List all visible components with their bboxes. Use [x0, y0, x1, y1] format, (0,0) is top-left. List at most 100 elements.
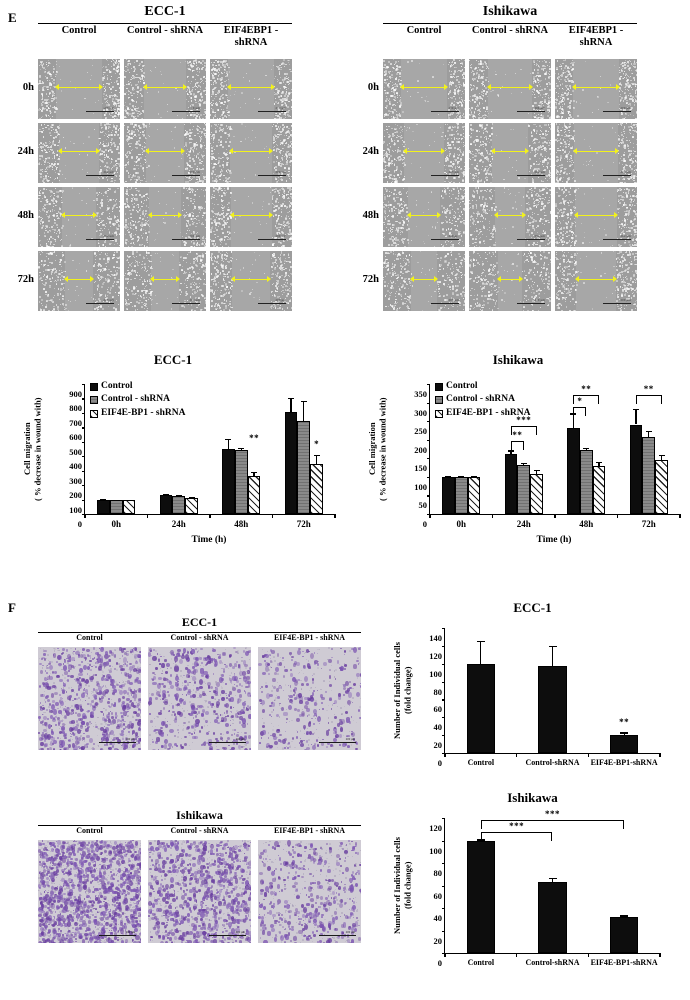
wound-healing-image: 200 µm [210, 59, 292, 119]
scale-bar [208, 741, 246, 743]
row-label-0h: 0h [6, 82, 34, 93]
scale-bar [603, 238, 631, 240]
x-tick-label: 48h [234, 519, 248, 529]
scale-bar-label: 200 µm [126, 930, 135, 934]
wound-healing-image: 200 µm [210, 251, 292, 311]
wound-width-arrow [402, 148, 446, 155]
wound-healing-image: 200 µm [555, 59, 637, 119]
wound-healing-image: 200 µm [469, 251, 551, 311]
error-bar [623, 732, 625, 736]
error-bar [551, 877, 554, 883]
x-tick-label: Control-shRNA [525, 758, 579, 767]
legend-swatch-0 [435, 382, 443, 391]
chart-legend: Control Control - shRNA EIF4E-BP1 - shRNA [90, 380, 185, 420]
legend-label-1: Control - shRNA [101, 393, 170, 406]
x-tick-mark [491, 514, 494, 518]
scale-bar-label: 200 µm [448, 170, 459, 174]
error-cap [520, 463, 527, 465]
error-cap [300, 400, 307, 402]
y-tick-mark [441, 840, 445, 842]
bar-24h-Control-shRNA [172, 495, 186, 514]
wound-width-arrow [406, 212, 442, 219]
y-tick-mark [81, 398, 85, 400]
bar-48h-Control-shRNA [579, 450, 593, 514]
bar-72h-Control-shRNA [642, 437, 656, 514]
wound-gap [400, 59, 448, 119]
y-tick-mark [81, 470, 85, 472]
x-tick-mark [209, 514, 211, 518]
plot-area: 0 100 200 300 400 500 600 700 800 900 0h 24h 48h 72h *… [69, 384, 336, 529]
plot-area: 0 20 40 60 80 100 120 140 Control Control-shRNA EI… [429, 628, 661, 768]
wound-healing-image: 200 µm [210, 123, 292, 183]
wound-gap [148, 187, 182, 247]
error-cap [162, 494, 169, 496]
chart-ishikawa-invasion: Ishikawa 0 20 40 60 80 100 120 Control Control-sh… [380, 790, 685, 990]
x-tick-mark [659, 753, 661, 757]
wound-gap [497, 251, 523, 311]
y-tick-mark [81, 427, 85, 429]
row-label-24h: 24h [6, 146, 34, 157]
transwell-image: 200 µm [258, 840, 361, 943]
chart-title: Ishikawa [380, 790, 685, 806]
row-label-48h: 48h [351, 210, 379, 221]
chart-ecc1-migration: ECC-1 0 100 200 300 400 500 600 700 800 900 0h 24h 48… [6, 352, 340, 592]
y-tick-mark [441, 930, 445, 932]
y-tick-label: 80 [434, 687, 443, 697]
wound-healing-image: 200 µm [38, 59, 120, 119]
chart-ecc1-invasion: ECC-1 0 20 40 60 80 100 120 140 Control Control-sh… [380, 600, 685, 780]
error-cap [238, 448, 245, 450]
group-title-ecc-1: ECC-1 [38, 4, 292, 20]
y-tick-mark [81, 499, 85, 501]
wound-width-arrow [573, 148, 620, 155]
wound-healing-image: 200 µm [383, 251, 465, 311]
x-tick-mark [554, 514, 556, 518]
legend-label-2: EIF4E-BP1 - shRNA [446, 407, 530, 420]
wound-width-arrow [486, 84, 534, 91]
bar-Control [466, 840, 496, 953]
y-tick-mark [441, 663, 445, 665]
significance-marker: ** [512, 430, 522, 440]
error-bar [315, 455, 318, 465]
wound-width-arrow [575, 276, 618, 283]
x-tick-mark [146, 514, 149, 518]
error-bar [648, 430, 650, 438]
scale-bar-label: 200 µm [236, 737, 245, 741]
wound-width-arrow [572, 84, 620, 91]
y-tick-label: 20 [434, 936, 443, 946]
error-cap [583, 447, 590, 450]
scale-bar [603, 110, 631, 112]
error-bar [535, 469, 538, 474]
y-tick-mark [426, 476, 430, 479]
scale-bar [517, 238, 545, 240]
wound-healing-image: 200 µm [38, 251, 120, 311]
error-cap [533, 469, 540, 471]
bar-48h-Control [222, 449, 235, 514]
scale-bar-label: 200 µm [534, 106, 545, 110]
panel-letter-e: E [8, 10, 17, 26]
legend-swatch-0 [90, 382, 98, 391]
y-tick-mark [81, 441, 85, 443]
error-cap [113, 499, 120, 501]
significance-marker: *** [509, 821, 524, 831]
y-tick-label: 80 [434, 868, 443, 878]
wound-width-arrow [228, 148, 273, 155]
significance-bracket [573, 407, 587, 417]
significance-marker: *** [545, 809, 560, 819]
bar-72h-Control-shRNA [297, 421, 311, 514]
transwell-image: 200 µm [258, 647, 361, 750]
scale-bar [258, 238, 286, 240]
bar-24h-EIF4E-BP1-shRNA [185, 498, 198, 514]
scale-bar [318, 741, 356, 743]
y-tick-mark [441, 908, 445, 910]
bar-Control-shRNA [538, 882, 567, 953]
y-tick-label: 200 [69, 490, 82, 500]
column-header-0: Control [383, 25, 465, 37]
x-tick-label: Control [468, 758, 495, 767]
error-cap [476, 640, 485, 642]
scale-bar-label: 200 µm [448, 234, 459, 238]
bar-24h-Control [504, 453, 518, 514]
column-header-2: EIF4EBP1 - shRNA [555, 25, 637, 49]
scale-bar-label: 200 µm [448, 106, 459, 110]
error-bar [227, 438, 230, 449]
y-tick-label: 40 [434, 913, 443, 923]
